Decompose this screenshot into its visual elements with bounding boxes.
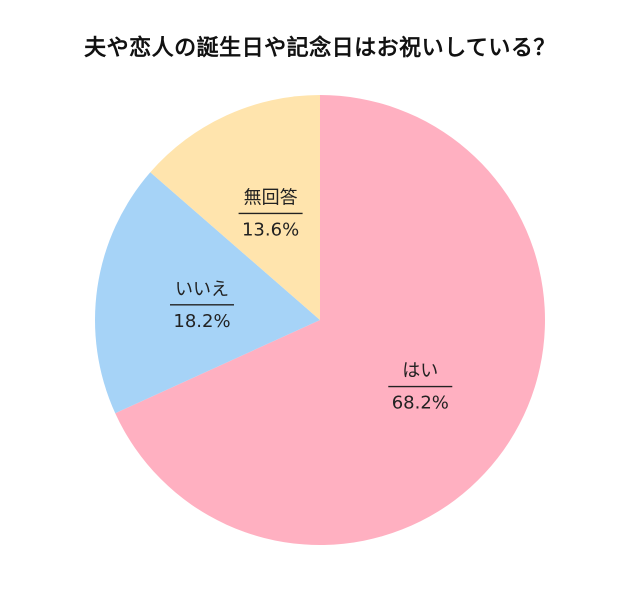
slice-value-1: 18.2% bbox=[173, 311, 230, 332]
chart-title: 夫や恋人の誕生日や記念日はお祝いしている？ bbox=[84, 36, 556, 61]
slice-label-1: いいえ bbox=[175, 279, 229, 300]
pie-slice-2 bbox=[150, 95, 320, 320]
slice-label-0: はい bbox=[402, 361, 438, 382]
slice-label-2: 無回答 bbox=[244, 187, 298, 208]
slice-value-2: 13.6% bbox=[242, 219, 299, 240]
slice-value-0: 68.2% bbox=[392, 393, 449, 414]
pie-slice-1 bbox=[94, 172, 320, 414]
pie-slice-0 bbox=[115, 95, 546, 545]
